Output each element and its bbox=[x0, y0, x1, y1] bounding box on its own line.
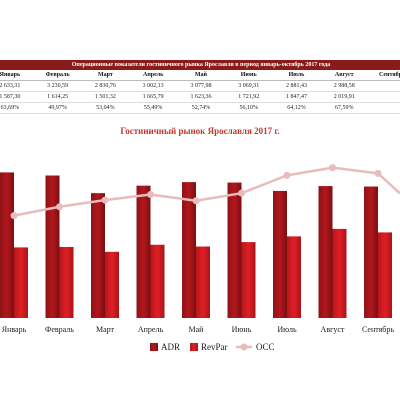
table-cell: 1 623,36 bbox=[177, 91, 225, 103]
occ-point bbox=[10, 212, 18, 220]
table-column-header: Сентябрь bbox=[368, 70, 400, 81]
revpar-bar bbox=[287, 236, 301, 318]
table-cell: 49,97% bbox=[33, 102, 82, 114]
table-column-header: Июль bbox=[272, 70, 321, 81]
revpar-bar bbox=[59, 246, 74, 318]
table-cell: 1 614,25 bbox=[33, 91, 82, 103]
x-tick-label: Февраль bbox=[45, 325, 74, 334]
table-cell: 1 665,79 bbox=[129, 91, 178, 103]
adr-bar bbox=[364, 186, 378, 318]
adr-bar bbox=[91, 193, 105, 318]
revpar-bar bbox=[332, 228, 347, 318]
legend-label: RevPar bbox=[201, 342, 228, 352]
adr-bar bbox=[182, 182, 196, 318]
table-row: 2 633,31 3 230,59 2 830,76 3 002,13 3 077,98… bbox=[0, 80, 400, 92]
revpar-bar bbox=[150, 244, 165, 318]
table-cell: 3 069,31 bbox=[224, 80, 273, 92]
occ-line bbox=[13, 166, 400, 217]
table-cell: 2 988,58 bbox=[320, 80, 369, 92]
legend-swatch bbox=[150, 343, 158, 351]
table-cell: 63,69% bbox=[0, 102, 34, 114]
x-tick-label: Сентябрь bbox=[362, 325, 394, 334]
occ-point bbox=[147, 191, 154, 199]
adr-bar bbox=[45, 175, 60, 318]
occ-point bbox=[374, 169, 382, 177]
table-column-header: Январь bbox=[0, 70, 34, 81]
table-cell: 3 002,13 bbox=[129, 80, 178, 92]
occ-point bbox=[101, 196, 109, 204]
legend-label: ADR bbox=[161, 342, 180, 352]
occ-point bbox=[238, 189, 245, 197]
occ-point bbox=[329, 164, 336, 172]
occ-point bbox=[56, 203, 63, 211]
chart-title: Гостиничный рынок Ярославля 2017 г. bbox=[120, 126, 280, 136]
table-column-header: Май bbox=[177, 70, 225, 81]
table-cell: 1 501,32 bbox=[81, 91, 130, 103]
table-cell: 1 587,30 bbox=[0, 91, 34, 103]
table-row: 1 587,30 1 614,25 1 501,32 1 665,79 1 623,36… bbox=[0, 91, 400, 103]
table-cell: 3 230,59 bbox=[33, 80, 82, 92]
table-title: Операционные показатели гостиничного рын… bbox=[0, 60, 400, 70]
revpar-bar bbox=[378, 232, 392, 318]
table-cell: 52,74% bbox=[177, 102, 225, 114]
table-cell: 2 633,31 bbox=[0, 80, 34, 92]
table-cell: 67,59% bbox=[320, 102, 369, 114]
legend-marker bbox=[240, 343, 248, 351]
table-column-header: Август bbox=[320, 70, 369, 81]
table-cell: 55,49% bbox=[129, 102, 178, 114]
table-cell bbox=[368, 102, 400, 114]
revpar-bar bbox=[196, 246, 210, 318]
table-cell bbox=[368, 80, 400, 92]
table-cell: 64,12% bbox=[272, 102, 321, 114]
revpar-bar bbox=[14, 247, 28, 318]
x-tick-label: Июль bbox=[277, 325, 297, 334]
table-cell: 1 721,92 bbox=[224, 91, 273, 103]
table-column-header: Март bbox=[81, 70, 130, 81]
x-tick-label: Апрель bbox=[138, 325, 164, 334]
table-cell: 56,10% bbox=[224, 102, 273, 114]
x-tick-label: Март bbox=[96, 325, 115, 334]
legend-swatch bbox=[190, 343, 198, 351]
table-column-header: Июнь bbox=[224, 70, 273, 81]
table-cell: 3 077,98 bbox=[177, 80, 225, 92]
adr-bar bbox=[0, 172, 14, 318]
legend-label: OCC bbox=[256, 342, 275, 352]
table-cell: 2 881,43 bbox=[272, 80, 321, 92]
table-cell: 2 830,76 bbox=[81, 80, 130, 92]
table-cell bbox=[368, 91, 400, 103]
operations-table-container: Операционные показатели гостиничного рын… bbox=[0, 60, 400, 120]
x-tick-label: Июнь bbox=[232, 325, 252, 334]
x-tick-label: Январь bbox=[2, 325, 27, 334]
revpar-bar bbox=[105, 251, 119, 318]
table-cell: 1 847,47 bbox=[272, 91, 321, 103]
table-header-row: Январь Февраль Март Апрель Май Июнь Июль Август… bbox=[0, 70, 400, 81]
adr-bar bbox=[136, 185, 151, 318]
table-column-header: Апрель bbox=[129, 70, 178, 81]
occ-point bbox=[192, 197, 200, 205]
revpar-bar bbox=[241, 242, 256, 318]
x-tick-label: Август bbox=[321, 325, 345, 334]
x-tick-label: Май bbox=[189, 325, 205, 334]
table-cell: 53,04% bbox=[81, 102, 130, 114]
occ-point bbox=[283, 171, 291, 179]
operations-table: Операционные показатели гостиничного рын… bbox=[0, 60, 400, 114]
adr-bar bbox=[273, 190, 287, 318]
table-title-row: Операционные показатели гостиничного рын… bbox=[0, 60, 400, 70]
table-column-header: Февраль bbox=[33, 70, 82, 81]
table-cell: 2 019,91 bbox=[320, 91, 369, 103]
adr-bar bbox=[227, 182, 242, 318]
adr-bar bbox=[318, 186, 333, 318]
table-row: 63,69% 49,97% 53,04% 55,49% 52,74% 56,10% 64,1… bbox=[0, 102, 400, 114]
